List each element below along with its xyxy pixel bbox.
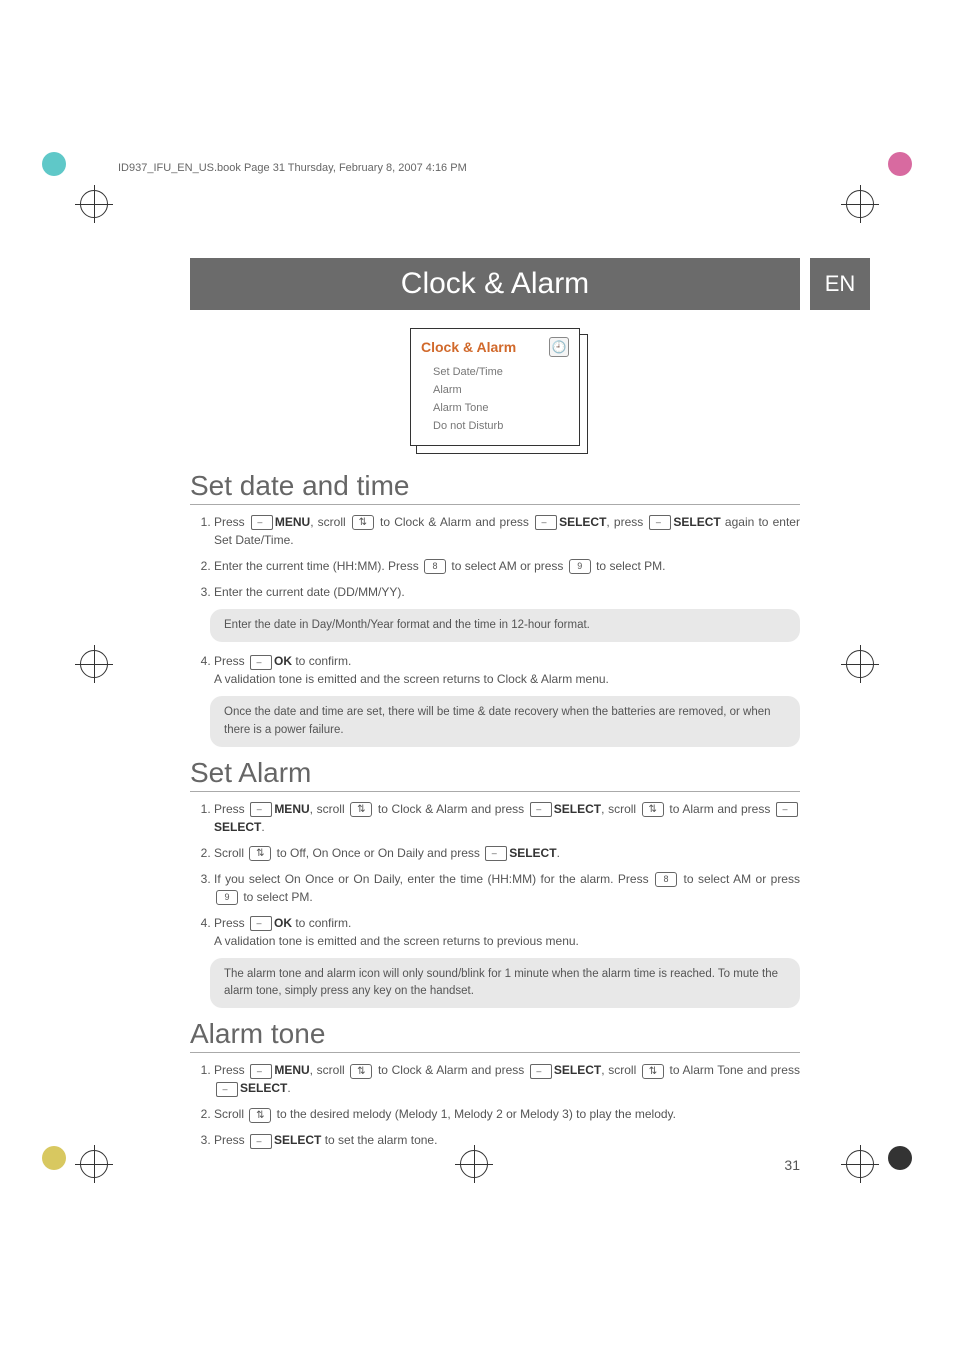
softkey-icon [250,1064,272,1079]
note-box: Enter the date in Day/Month/Year format … [210,609,800,642]
reg-mark-icon [846,650,874,678]
page-container: ID937_IFU_EN_US.book Page 31 Thursday, F… [0,0,954,1351]
scroll-icon [350,802,372,817]
regdot-black [888,1146,912,1170]
regdot-cyan [42,152,66,176]
step: Press MENU, scroll to Clock & Alarm and … [214,1061,800,1097]
numkey-icon: 8 [655,872,677,887]
page-number: 31 [190,1157,800,1173]
softkey-icon [250,916,272,931]
note-box: Once the date and time are set, there wi… [210,696,800,747]
step: Press OK to confirm. A validation tone i… [214,914,800,950]
reg-mark-icon [80,190,108,218]
scroll-icon [642,802,664,817]
step: Enter the current date (DD/MM/YY). [214,583,800,601]
step: Press SELECT to set the alarm tone. [214,1131,800,1149]
section-heading-tone: Alarm tone [190,1018,800,1053]
regdot-yellow [42,1146,66,1170]
steps-tone: Press MENU, scroll to Clock & Alarm and … [190,1061,800,1149]
step: Press MENU, scroll to Clock & Alarm and … [214,513,800,549]
softkey-icon [485,846,507,861]
reg-mark-icon [846,190,874,218]
section-heading-alarm: Set Alarm [190,757,800,792]
softkey-icon [776,802,798,817]
softkey-icon [649,515,671,530]
softkey-icon [535,515,557,530]
numkey-icon: 9 [569,559,591,574]
step: Scroll to Off, On Once or On Daily and p… [214,844,800,862]
softkey-icon [216,1082,238,1097]
reg-mark-icon [846,1150,874,1178]
numkey-icon: 8 [424,559,446,574]
scroll-icon [249,1108,271,1123]
note-box: The alarm tone and alarm icon will only … [210,958,800,1009]
language-badge: EN [810,258,870,310]
content-area: Clock & Alarm EN Clock & Alarm 🕘 Set Dat… [190,258,800,1173]
menu-item: Alarm [421,381,569,399]
softkey-icon [250,1134,272,1149]
page-title-bar: Clock & Alarm EN [190,258,800,310]
source-header: ID937_IFU_EN_US.book Page 31 Thursday, F… [118,162,467,174]
menu-item: Alarm Tone [421,399,569,417]
step: Scroll to the desired melody (Melody 1, … [214,1105,800,1123]
step: Press OK to confirm. A validation tone i… [214,652,800,688]
softkey-icon [250,655,272,670]
steps-datetime-cont: Press OK to confirm. A validation tone i… [190,652,800,688]
menu-item: Set Date/Time [421,363,569,381]
scroll-icon [642,1064,664,1079]
softkey-icon [251,515,273,530]
menu-item: Do not Disturb [421,417,569,435]
softkey-icon [530,802,552,817]
page-title: Clock & Alarm [401,267,589,301]
steps-alarm: Press MENU, scroll to Clock & Alarm and … [190,800,800,950]
menu-card: Clock & Alarm 🕘 Set Date/Time Alarm Alar… [410,328,580,446]
menu-preview: Clock & Alarm 🕘 Set Date/Time Alarm Alar… [190,328,800,446]
reg-mark-icon [80,650,108,678]
softkey-icon [250,802,272,817]
regdot-magenta [888,152,912,176]
steps-datetime: Press MENU, scroll to Clock & Alarm and … [190,513,800,601]
step: Enter the current time (HH:MM). Press 8 … [214,557,800,575]
clock-icon: 🕘 [549,337,569,357]
reg-mark-icon [80,1150,108,1178]
scroll-icon [352,515,374,530]
scroll-icon [249,846,271,861]
section-heading-datetime: Set date and time [190,470,800,505]
softkey-icon [530,1064,552,1079]
step: If you select On Once or On Daily, enter… [214,870,800,906]
numkey-icon: 9 [216,890,238,905]
step: Press MENU, scroll to Clock & Alarm and … [214,800,800,836]
menu-heading: Clock & Alarm [421,339,516,355]
scroll-icon [350,1064,372,1079]
